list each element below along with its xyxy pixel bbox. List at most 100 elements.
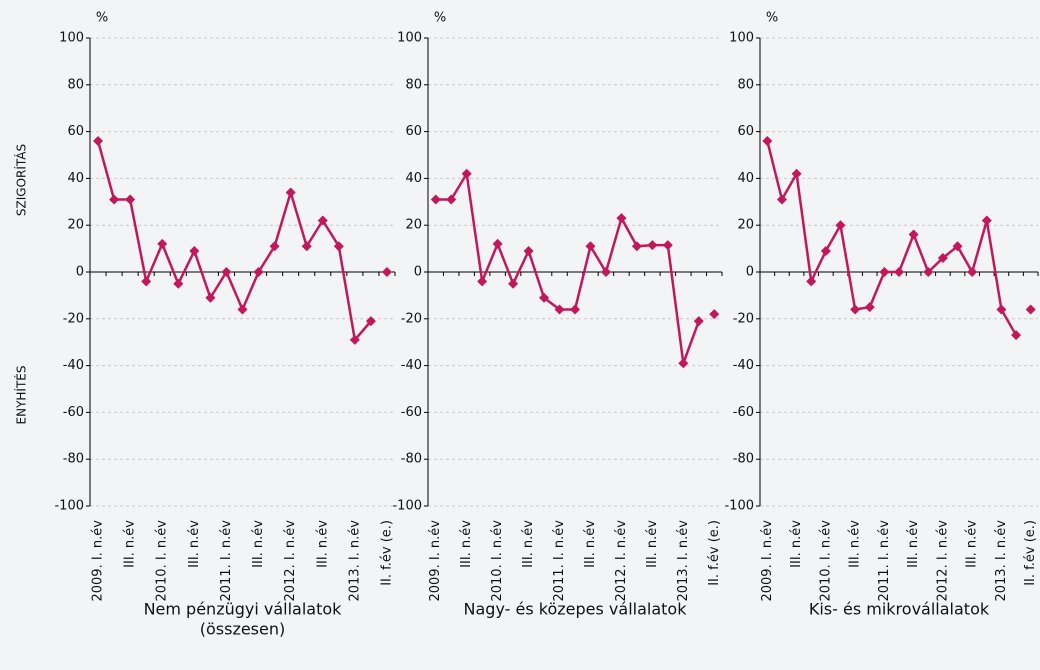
point-marker [894, 267, 904, 277]
y-tick-label: 100 [59, 31, 84, 46]
x-tick-label: III. n.év [187, 520, 202, 568]
series-line [766, 140, 1018, 336]
x-tick-label: III. n.év [645, 520, 660, 568]
x-axis-title: Nem pénzügyi vállalatok [144, 600, 343, 619]
x-tick-label: III. n.év [965, 520, 980, 568]
point-marker [996, 304, 1007, 315]
y-tick-label: -20 [63, 311, 84, 326]
series-line [435, 170, 700, 364]
y-tick-label: 0 [76, 265, 84, 280]
point-marker [205, 292, 216, 303]
y-tick-label: 40 [405, 171, 422, 186]
x-tick-label: 2013. I. n.év [347, 520, 362, 602]
x-axis-title: Nagy- és közepes vállalatok [464, 600, 688, 619]
x-tick-label: III. n.év [906, 520, 921, 568]
x-tick-label: 2010. I. n.év [490, 520, 505, 602]
point-marker [523, 245, 534, 256]
point-marker [157, 238, 168, 249]
x-tick-label: 2012. I. n.év [283, 520, 298, 602]
point-marker [508, 278, 519, 289]
x-tick-label: III. n.év [848, 520, 863, 568]
point-marker [952, 241, 963, 252]
point-marker [762, 135, 773, 146]
y-tick-label: -20 [733, 311, 754, 326]
point-marker [693, 316, 704, 327]
point-marker [1025, 304, 1036, 315]
x-tick-label: 2011. I. n.év [219, 520, 234, 602]
point-marker [791, 168, 802, 179]
point-marker [430, 194, 441, 205]
x-tick-label: III. n.év [459, 520, 474, 568]
point-marker [709, 309, 720, 320]
y-tick-label: -60 [733, 405, 754, 420]
y-tick-label: 80 [67, 77, 84, 92]
x-tick-label: 2009. I. n.év [760, 520, 775, 602]
point-marker [908, 229, 919, 240]
y-tick-label: 40 [67, 171, 84, 186]
y-tick-label: 100 [729, 31, 754, 46]
point-marker [109, 194, 120, 205]
point-marker [477, 276, 488, 287]
point-marker [125, 194, 136, 205]
y-unit: % [434, 11, 446, 26]
y-tick-label: 60 [67, 124, 84, 139]
x-axis-title: Kis- és mikrovállalatok [809, 600, 990, 619]
x-tick-label: 2013. I. n.év [676, 520, 691, 602]
point-marker [616, 213, 627, 224]
x-tick-label: 2012. I. n.év [935, 520, 950, 602]
y-unit: % [96, 11, 108, 26]
x-tick-label: 2011. I. n.év [877, 520, 892, 602]
point-marker [492, 238, 503, 249]
side-label-top: SZIGORÍTÁS [14, 144, 29, 216]
point-marker [301, 241, 312, 252]
point-marker [554, 304, 565, 315]
point-marker [285, 187, 296, 198]
x-tick-label: 2009. I. n.év [428, 520, 443, 602]
x-tick-label: III. n.év [315, 520, 330, 568]
x-tick-label: III. n.év [583, 520, 598, 568]
y-tick-label: 20 [405, 218, 422, 233]
point-marker [585, 241, 596, 252]
y-tick-label: 80 [405, 77, 422, 92]
point-marker [93, 135, 104, 146]
y-tick-label: 20 [67, 218, 84, 233]
point-marker [269, 241, 280, 252]
point-marker [349, 334, 360, 345]
point-marker [446, 194, 457, 205]
point-marker [539, 292, 550, 303]
x-axis-title: (összesen) [200, 620, 286, 639]
y-tick-label: -20 [401, 311, 422, 326]
point-marker [776, 194, 787, 205]
series-line [96, 140, 372, 343]
point-marker [879, 267, 890, 277]
y-tick-label: 0 [746, 265, 754, 280]
point-marker [937, 252, 948, 263]
point-marker [647, 240, 658, 251]
x-tick-label: III. n.év [251, 520, 266, 568]
point-marker [237, 304, 248, 315]
y-tick-label: 60 [737, 124, 754, 139]
x-tick-label: 2013. I. n.év [994, 520, 1009, 602]
y-tick-label: 60 [405, 124, 422, 139]
y-tick-label: -100 [54, 499, 84, 514]
point-marker [365, 316, 376, 327]
x-tick-label: 2010. I. n.év [155, 520, 170, 602]
point-marker [864, 302, 875, 313]
point-marker [678, 358, 689, 369]
point-marker [189, 245, 200, 256]
x-tick-label: 2011. I. n.év [552, 520, 567, 602]
x-tick-label: III. n.év [789, 520, 804, 568]
point-marker [662, 240, 673, 251]
x-tick-label: II. f.év (e.) [707, 520, 722, 586]
y-tick-label: -80 [733, 452, 754, 467]
y-tick-label: -40 [401, 358, 422, 373]
y-unit: % [766, 11, 778, 26]
y-tick-label: -40 [733, 358, 754, 373]
y-tick-label: 20 [737, 218, 754, 233]
point-marker [835, 220, 846, 231]
x-tick-label: 2012. I. n.év [614, 520, 629, 602]
y-tick-label: -60 [63, 405, 84, 420]
point-marker [461, 168, 472, 179]
